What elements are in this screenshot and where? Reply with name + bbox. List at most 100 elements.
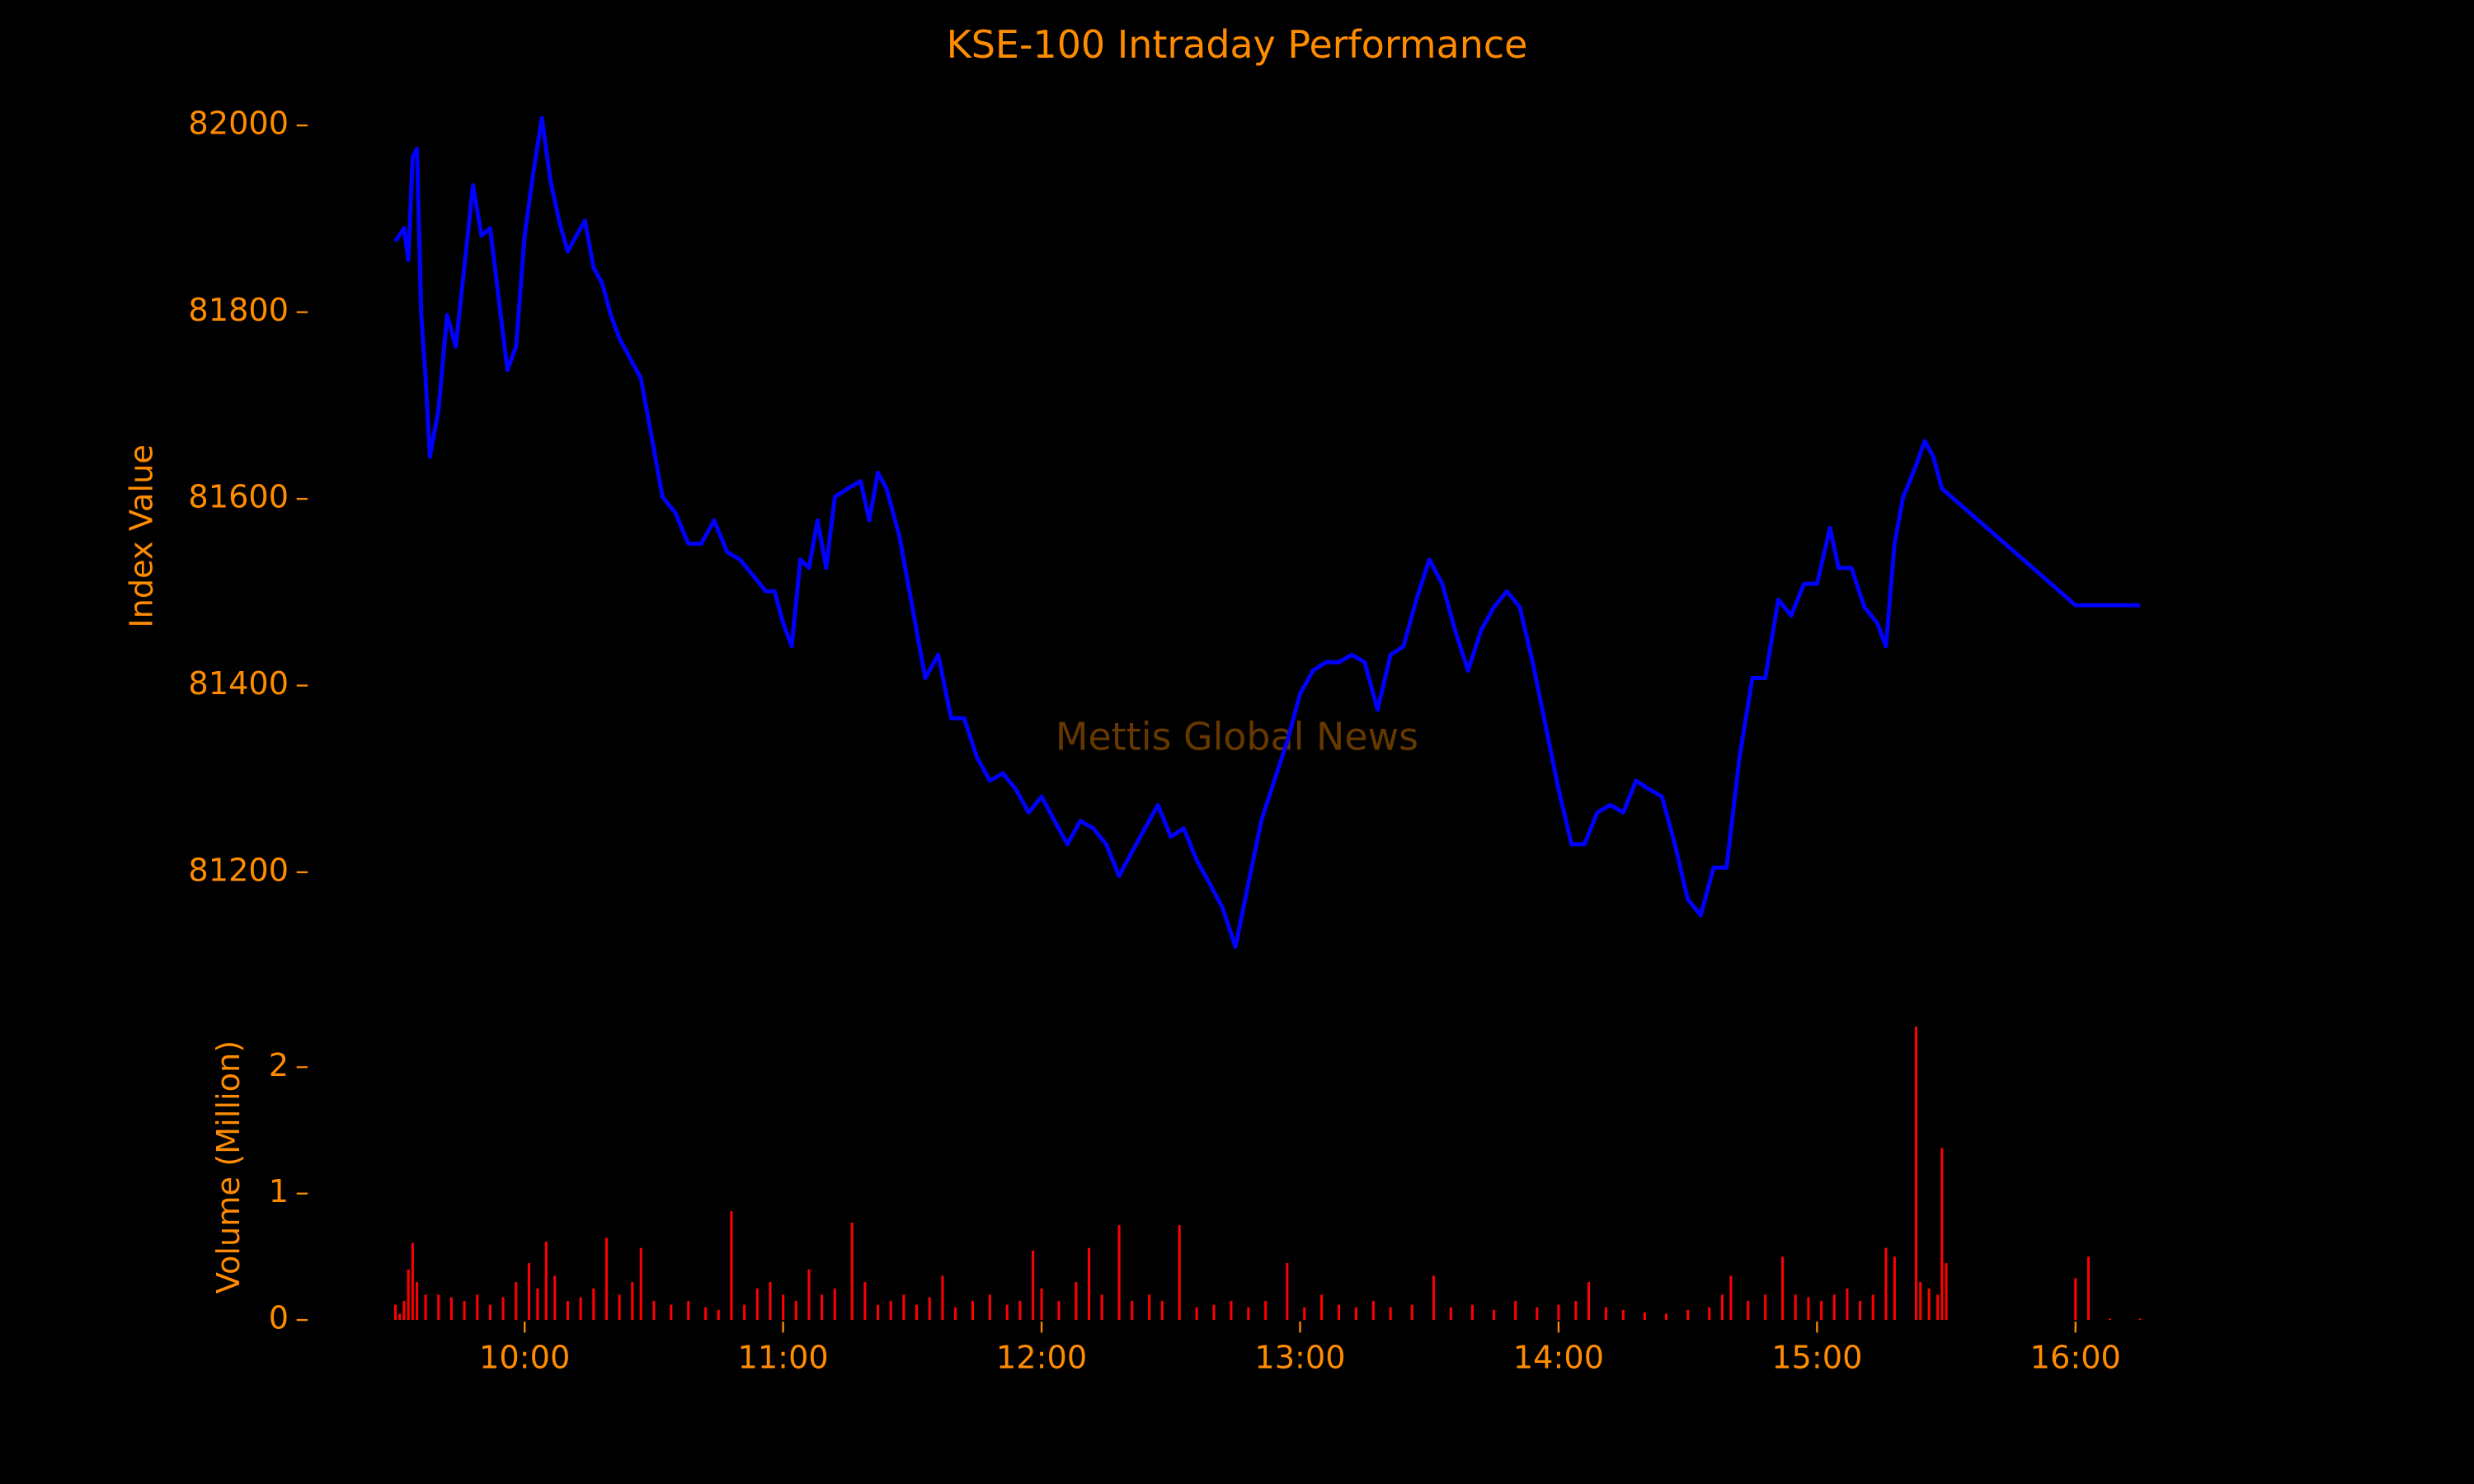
volume-bar <box>1320 1294 1324 1321</box>
volume-bar <box>1337 1304 1341 1321</box>
volume-bar <box>794 1301 797 1321</box>
y-axis-label: Volume (Million) <box>210 1040 247 1294</box>
volume-bar <box>1212 1304 1216 1321</box>
x-tick-label: 10:00 <box>479 1339 570 1376</box>
volume-bar <box>1264 1301 1268 1321</box>
volume-bar <box>1230 1301 1233 1321</box>
x-tick-label: 13:00 <box>1254 1339 1345 1376</box>
volume-bar <box>1820 1301 1823 1321</box>
volume-bar <box>639 1247 642 1321</box>
volume-bar <box>877 1304 880 1321</box>
volume-bar <box>618 1294 621 1321</box>
chart-title: KSE-100 Intraday Performance <box>947 22 1528 67</box>
volume-bar <box>1018 1301 1022 1321</box>
volume-bar <box>2086 1256 2090 1321</box>
volume-bar <box>730 1211 733 1321</box>
volume-bar <box>1100 1294 1103 1321</box>
volume-bar <box>928 1297 931 1321</box>
volume-bar <box>1936 1294 1940 1321</box>
volume-bar <box>476 1294 479 1321</box>
volume-bar <box>954 1307 957 1321</box>
volume-bar <box>833 1288 836 1321</box>
y-tick-label: 81800 <box>188 292 289 329</box>
volume-bar <box>1148 1294 1151 1321</box>
x-tick-label: 15:00 <box>1771 1339 1862 1376</box>
y-tick-label: 81600 <box>188 479 289 516</box>
volume-bar <box>1859 1301 1862 1321</box>
volume-bar <box>1914 1026 1918 1321</box>
volume-bar <box>1747 1301 1750 1321</box>
volume-bar <box>1574 1301 1578 1321</box>
volume-bar <box>1470 1304 1474 1321</box>
volume-bar <box>411 1242 414 1321</box>
volume-bar <box>1247 1307 1250 1321</box>
volume-bar <box>1764 1294 1767 1321</box>
volume-bar <box>687 1301 690 1321</box>
volume-bar <box>402 1301 406 1321</box>
volume-bar <box>1303 1307 1306 1321</box>
volume-bar <box>553 1275 557 1321</box>
volume-bar <box>1371 1301 1375 1321</box>
volume-bar <box>1389 1307 1392 1321</box>
volume-bar <box>566 1301 569 1321</box>
volume-bar <box>1286 1263 1289 1321</box>
watermark: Mettis Global News <box>1056 715 1418 759</box>
volume-bar <box>1832 1294 1836 1321</box>
volume-bar <box>988 1294 991 1321</box>
volume-bar <box>1432 1275 1435 1321</box>
volume-bar <box>579 1297 582 1321</box>
volume-bar <box>1040 1288 1043 1321</box>
volume-bar <box>1557 1304 1560 1321</box>
volume-bar <box>704 1307 708 1321</box>
volume-bar <box>971 1301 975 1321</box>
volume-bar <box>652 1301 656 1321</box>
volume-bar <box>393 1304 397 1321</box>
volume-bar <box>2138 1318 2142 1321</box>
volume-bar <box>1449 1307 1452 1321</box>
volume-bar <box>807 1269 811 1321</box>
volume-bar <box>743 1304 746 1321</box>
volume-bar <box>544 1241 548 1321</box>
volume-bar <box>1919 1282 1922 1321</box>
volume-bar <box>1195 1307 1198 1321</box>
volume-bar <box>755 1288 759 1321</box>
volume-bar <box>527 1263 530 1321</box>
volume-bar <box>941 1275 944 1321</box>
volume-bar <box>1410 1304 1413 1321</box>
volume-bar <box>1729 1275 1733 1321</box>
volume-bar <box>1781 1256 1785 1321</box>
y-tick-label: 81200 <box>188 852 289 889</box>
volume-bar <box>782 1294 785 1321</box>
volume-bar <box>515 1282 518 1321</box>
x-tick-label: 14:00 <box>1513 1339 1604 1376</box>
volume-bar <box>398 1313 402 1321</box>
volume-bar <box>1057 1301 1061 1321</box>
volume-bar <box>821 1294 824 1321</box>
volume-bar <box>449 1297 453 1321</box>
volume-bar <box>592 1288 595 1321</box>
index-line <box>393 115 2141 950</box>
y-axis-label: Index Value <box>124 444 161 627</box>
volume-bar <box>1032 1250 1035 1321</box>
volume-bar <box>1493 1309 1496 1321</box>
volume-bar <box>717 1309 720 1321</box>
volume-bar <box>1075 1282 1078 1321</box>
volume-bar <box>1893 1256 1896 1321</box>
volume-bar <box>2074 1278 2077 1321</box>
volume-bar <box>463 1301 466 1321</box>
volume-bar <box>1005 1304 1009 1321</box>
volume-bar <box>1686 1309 1690 1321</box>
volume-bar <box>889 1301 892 1321</box>
volume-bar <box>1927 1288 1931 1321</box>
y-tick-label: 81400 <box>188 665 289 702</box>
volume-bar <box>631 1282 634 1321</box>
volume-bar <box>437 1294 440 1321</box>
volume-bar <box>1587 1282 1591 1321</box>
volume-bar <box>1643 1312 1646 1321</box>
volume-bar <box>416 1282 419 1321</box>
volume-bar <box>915 1304 919 1321</box>
volume-bar <box>488 1304 492 1321</box>
volume-bar <box>850 1222 854 1321</box>
volume-bar <box>1604 1307 1607 1321</box>
